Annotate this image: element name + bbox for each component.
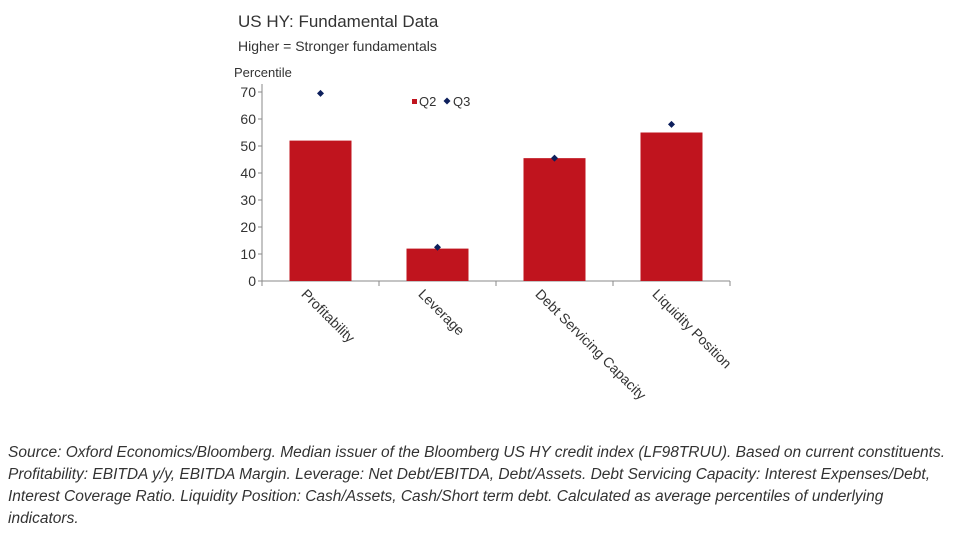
y-tick-label: 10	[240, 246, 256, 262]
bar-q2	[289, 140, 352, 281]
y-tick-label: 70	[240, 84, 256, 100]
point-q3	[317, 89, 324, 97]
bar-q2	[523, 158, 586, 281]
point-q3	[668, 120, 675, 128]
x-tick-label: Profitability	[298, 286, 358, 346]
legend-q3-marker	[443, 97, 451, 105]
legend-q3-label: Q3	[453, 94, 470, 109]
bar-q2	[640, 132, 703, 281]
y-axis-label: Percentile	[234, 65, 292, 80]
legend: Q2 Q3	[412, 94, 470, 109]
source-note: Source: Oxford Economics/Bloomberg. Medi…	[8, 444, 946, 527]
x-tick-label: Leverage	[415, 286, 468, 339]
y-tick-label: 20	[240, 219, 256, 235]
y-tick-label: 40	[240, 165, 256, 181]
y-tick-label: 60	[240, 111, 256, 127]
bar-q2	[406, 248, 469, 281]
x-tick-label: Liquidity Position	[649, 286, 735, 372]
point-q3	[434, 243, 441, 251]
y-tick-label: 50	[240, 138, 256, 154]
x-tick-label: Debt Servicing Capacity	[532, 286, 649, 403]
y-tick-label: 0	[248, 273, 256, 289]
chart-subtitle: Higher = Stronger fundamentals	[238, 38, 437, 54]
legend-q2-label: Q2	[419, 94, 436, 109]
legend-q2-swatch	[412, 99, 417, 104]
y-tick-label: 30	[240, 192, 256, 208]
bar-chart: Percentile Q2 Q3 0 10 20 30 40 50 60 70 Profitab…	[234, 65, 735, 403]
chart-title: US HY: Fundamental Data	[238, 12, 439, 31]
point-q3	[551, 154, 558, 162]
